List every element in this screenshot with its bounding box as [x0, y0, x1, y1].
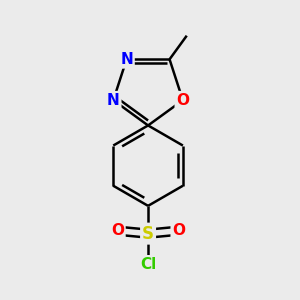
- Text: O: O: [176, 93, 189, 108]
- Text: O: O: [172, 223, 185, 238]
- Text: O: O: [111, 223, 124, 238]
- Text: N: N: [107, 93, 120, 108]
- Text: N: N: [120, 52, 133, 67]
- Text: S: S: [142, 225, 154, 243]
- Text: Cl: Cl: [140, 257, 156, 272]
